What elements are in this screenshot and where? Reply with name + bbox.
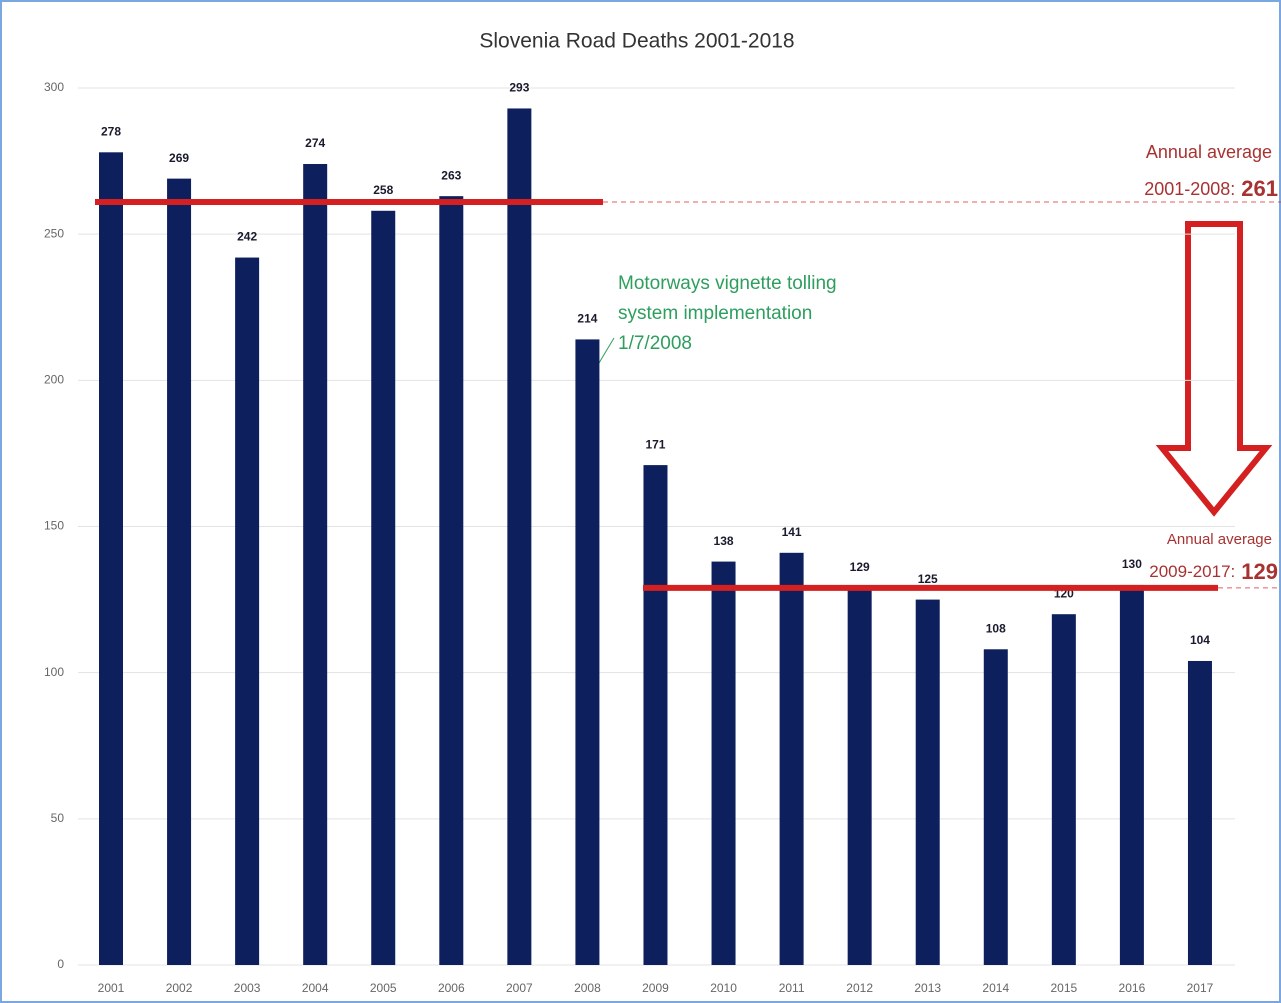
value-label: 141	[782, 525, 802, 539]
x-tick-label: 2007	[506, 981, 533, 995]
bar	[1119, 584, 1144, 965]
x-tick-label: 2001	[98, 981, 125, 995]
value-label: 293	[509, 81, 529, 95]
x-tick-label: 2015	[1050, 981, 1077, 995]
y-tick-label: 200	[44, 373, 64, 387]
bar	[643, 465, 668, 965]
x-tick-label: 2004	[302, 981, 329, 995]
x-tick-label: 2012	[846, 981, 873, 995]
chart-title: Slovenia Road Deaths 2001-2018	[479, 30, 794, 53]
x-tick-label: 2008	[574, 981, 601, 995]
bar	[779, 552, 804, 965]
value-label: 258	[373, 183, 393, 197]
annotation-text: 1/7/2008	[618, 333, 692, 354]
bar	[711, 561, 736, 965]
y-tick-label: 150	[44, 519, 64, 533]
value-label: 263	[441, 168, 461, 182]
value-label: 214	[577, 312, 597, 326]
x-tick-label: 2002	[166, 981, 193, 995]
value-label: 130	[1122, 557, 1142, 571]
average-caption: 2009-2017: 129	[1149, 559, 1278, 584]
bar	[507, 108, 532, 966]
bar	[1051, 614, 1076, 965]
x-tick-label: 2009	[642, 981, 669, 995]
x-tick-label: 2006	[438, 981, 465, 995]
average-value: 261	[1241, 176, 1278, 201]
bar	[99, 152, 123, 965]
x-tick-label: 2011	[779, 981, 805, 995]
y-tick-label: 100	[44, 665, 64, 679]
bar	[167, 178, 192, 965]
value-label: 242	[237, 230, 257, 244]
value-label: 269	[169, 151, 189, 165]
average-period: 2009-2017:	[1149, 562, 1235, 581]
value-label: 125	[918, 572, 938, 586]
x-tick-label: 2013	[914, 981, 941, 995]
value-label: 138	[714, 534, 734, 548]
bar	[983, 649, 1008, 965]
bar	[847, 587, 872, 965]
y-tick-label: 300	[44, 80, 64, 94]
bar	[575, 339, 600, 965]
bar	[235, 257, 260, 965]
x-tick-label: 2010	[710, 981, 737, 995]
y-tick-label: 50	[51, 811, 65, 825]
average-label: Annual average	[1167, 531, 1272, 548]
x-tick-label: 2016	[1119, 981, 1146, 995]
y-tick-label: 250	[44, 226, 64, 240]
average-period: 2001-2008:	[1144, 179, 1235, 199]
average-caption: 2001-2008: 261	[1144, 176, 1278, 201]
x-tick-label: 2014	[982, 981, 1009, 995]
x-tick-label: 2005	[370, 981, 397, 995]
x-tick-label: 2017	[1187, 981, 1214, 995]
bar	[915, 599, 940, 965]
annotation-text: Motorways vignette tolling	[618, 273, 837, 294]
value-label: 104	[1190, 633, 1210, 647]
y-tick-label: 0	[57, 957, 64, 971]
decrease-arrow	[1155, 221, 1273, 517]
annotation-text: system implementation	[618, 303, 812, 324]
bar	[303, 164, 328, 966]
bar	[1187, 660, 1212, 965]
x-tick-label: 2003	[234, 981, 261, 995]
bar	[439, 196, 464, 965]
value-label: 171	[645, 437, 665, 451]
value-label: 129	[850, 560, 870, 574]
value-label: 108	[986, 621, 1006, 635]
bar	[371, 210, 396, 965]
value-label: 278	[101, 124, 121, 138]
average-value: 129	[1241, 559, 1278, 584]
value-label: 274	[305, 136, 325, 150]
average-label: Annual average	[1146, 142, 1272, 162]
